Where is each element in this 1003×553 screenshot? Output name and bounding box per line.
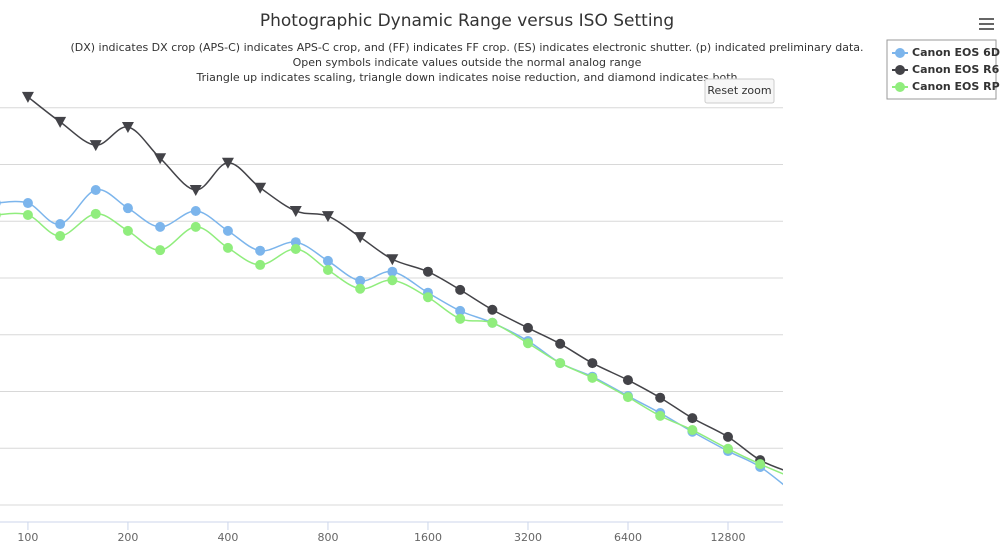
menu-bar[interactable] xyxy=(979,18,994,20)
marker xyxy=(422,292,433,303)
series-line xyxy=(0,212,783,475)
marker xyxy=(155,245,166,256)
marker xyxy=(55,219,66,230)
marker xyxy=(90,184,101,195)
series-line xyxy=(0,189,783,486)
marker xyxy=(387,275,398,286)
marker xyxy=(522,338,533,349)
marker xyxy=(722,431,733,442)
x-tick-label: 1600 xyxy=(414,531,442,544)
marker xyxy=(722,443,733,454)
marker xyxy=(190,205,201,216)
marker xyxy=(221,157,234,169)
x-tick-label: 12800 xyxy=(710,531,745,544)
subtitle: (DX) indicates DX crop (APS-C) indicates… xyxy=(70,41,863,54)
marker xyxy=(55,230,66,241)
marker xyxy=(21,91,34,103)
marker xyxy=(487,317,498,328)
marker xyxy=(154,153,167,165)
marker xyxy=(322,265,333,276)
x-tick-label: 100 xyxy=(17,531,38,544)
marker xyxy=(555,338,566,349)
legend-label: Canon EOS 6D xyxy=(912,46,1000,59)
marker xyxy=(687,425,698,436)
x-tick-label: 800 xyxy=(317,531,338,544)
marker xyxy=(487,304,498,315)
marker xyxy=(422,266,433,277)
marker xyxy=(190,221,201,232)
marker xyxy=(189,184,202,196)
x-tick-label: 3200 xyxy=(514,531,542,544)
subtitle: Triangle up indicates scaling, triangle … xyxy=(195,71,737,84)
menu-icon[interactable] xyxy=(979,18,994,30)
marker xyxy=(787,473,797,483)
marker xyxy=(355,283,366,294)
marker xyxy=(587,358,598,369)
series-line xyxy=(27,96,783,471)
marker xyxy=(90,208,101,219)
marker xyxy=(655,410,666,421)
marker xyxy=(354,232,367,244)
legend-label: Canon EOS RP xyxy=(912,80,1000,93)
marker xyxy=(555,358,566,369)
marker xyxy=(290,244,301,255)
marker xyxy=(222,242,233,253)
marker xyxy=(222,225,233,236)
marker xyxy=(122,225,133,236)
marker xyxy=(787,487,797,497)
marker xyxy=(387,266,398,277)
marker xyxy=(255,259,266,270)
x-tick-label: 200 xyxy=(117,531,138,544)
marker xyxy=(121,121,134,133)
marker xyxy=(455,284,466,295)
menu-bar[interactable] xyxy=(979,28,994,30)
marker xyxy=(155,221,166,232)
subtitle: Open symbols indicate values outside the… xyxy=(293,56,642,69)
marker xyxy=(54,116,67,128)
x-tick-label: 400 xyxy=(217,531,238,544)
marker xyxy=(655,392,666,403)
x-tick-label: 6400 xyxy=(614,531,642,544)
marker xyxy=(0,200,1,206)
marker xyxy=(22,198,33,209)
marker xyxy=(289,205,302,217)
marker xyxy=(587,372,598,383)
marker xyxy=(455,305,466,316)
chart-title: Photographic Dynamic Range versus ISO Se… xyxy=(260,11,674,31)
reset-zoom-button[interactable]: Reset zoom xyxy=(704,78,775,104)
button-label[interactable]: Reset zoom xyxy=(707,84,771,97)
marker xyxy=(755,459,766,470)
marker xyxy=(522,322,533,333)
marker xyxy=(254,182,267,194)
marker xyxy=(22,209,33,220)
marker xyxy=(455,313,466,324)
marker xyxy=(622,375,633,386)
marker xyxy=(322,255,333,266)
marker xyxy=(787,468,797,478)
marker xyxy=(687,413,698,424)
marker xyxy=(622,392,633,403)
marker xyxy=(89,140,102,152)
marker xyxy=(255,245,266,256)
marker xyxy=(0,212,1,218)
button-bg[interactable] xyxy=(704,78,775,104)
marker xyxy=(321,211,334,223)
legend-label: Canon EOS R6 xyxy=(912,63,1000,76)
marker xyxy=(386,254,399,266)
menu-bar[interactable] xyxy=(979,23,994,25)
marker xyxy=(355,275,366,286)
marker xyxy=(122,203,133,214)
